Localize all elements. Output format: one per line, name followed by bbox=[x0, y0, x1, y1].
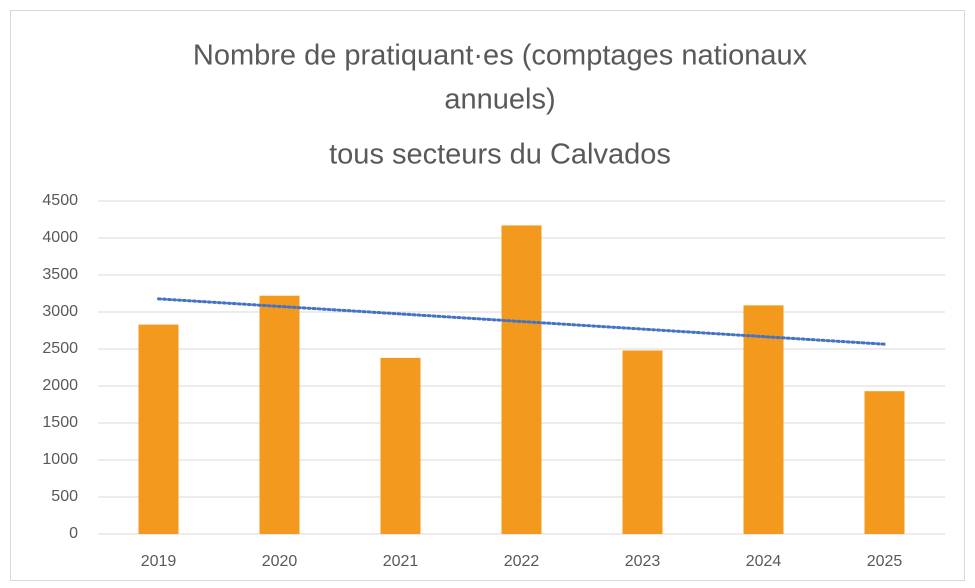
x-tick-label: 2020 bbox=[262, 553, 298, 570]
y-tick-label: 2500 bbox=[42, 340, 78, 357]
y-tick-label: 1500 bbox=[42, 414, 78, 431]
bar bbox=[259, 295, 300, 534]
y-tick-label: 500 bbox=[51, 488, 78, 505]
bar bbox=[743, 305, 784, 534]
chart-title: Nombre de pratiquant·es (comptages natio… bbox=[193, 40, 808, 72]
x-tick-label: 2023 bbox=[625, 553, 661, 570]
y-tick-label: 1000 bbox=[42, 451, 78, 468]
bar bbox=[622, 350, 663, 534]
y-tick-label: 3000 bbox=[42, 303, 78, 320]
bar bbox=[501, 225, 542, 535]
y-tick-label: 2000 bbox=[42, 377, 78, 394]
bar bbox=[138, 324, 179, 534]
bar bbox=[864, 391, 905, 534]
trendline bbox=[157, 297, 886, 346]
y-tick-label: 0 bbox=[69, 525, 78, 542]
bar bbox=[380, 357, 421, 534]
x-tick-label: 2019 bbox=[141, 553, 177, 570]
x-tick-label: 2024 bbox=[746, 553, 782, 570]
y-tick-label: 4500 bbox=[42, 192, 78, 209]
x-tick-label: 2025 bbox=[867, 553, 903, 570]
x-tick-label: 2022 bbox=[504, 553, 540, 570]
y-tick-label: 4000 bbox=[42, 229, 78, 246]
y-tick-label: 3500 bbox=[42, 266, 78, 283]
chart-title: annuels) bbox=[444, 84, 555, 116]
chart-title: tous secteurs du Calvados bbox=[329, 139, 671, 171]
x-tick-label: 2021 bbox=[383, 553, 419, 570]
